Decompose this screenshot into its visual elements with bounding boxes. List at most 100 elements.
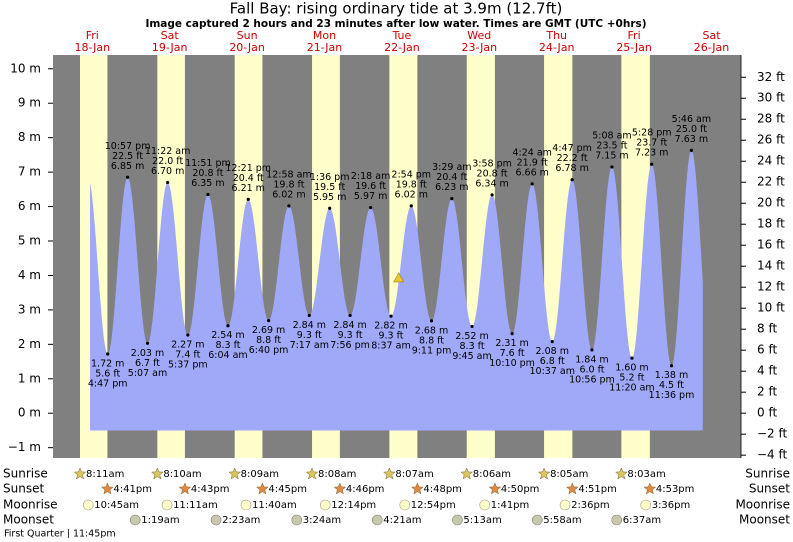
y-tick-label: 5 m: [18, 234, 41, 248]
row-label: Sunrise: [3, 467, 48, 481]
tide-label: 11:22 am: [145, 146, 190, 157]
tide-label: 6:04 am: [208, 350, 247, 361]
tide-label: 8.3 ft: [215, 340, 240, 351]
tide-label: 9.3 ft: [338, 330, 363, 341]
tide-label: 2.08 m: [536, 346, 569, 357]
tide-label: 4.5 ft: [659, 380, 684, 391]
tide-point: [570, 178, 574, 182]
tide-label: 6.23 m: [435, 182, 468, 193]
y2-tick-label: 18 ft: [757, 217, 785, 231]
sunrise-time: 8:11am: [86, 469, 124, 480]
sunset-icon: [256, 482, 269, 495]
chart-title: Fall Bay: rising ordinary tide at 3.9m (…: [230, 0, 563, 18]
tide-label: 6.70 m: [151, 166, 184, 177]
moonset-icon: [531, 514, 543, 526]
sunrise-time: 8:05am: [550, 469, 588, 480]
y2-tick-label: 8 ft: [757, 322, 777, 336]
tide-label: 5:28 pm: [632, 128, 672, 139]
y2-tick-label: 16 ft: [757, 238, 785, 252]
tide-label: 6.21 m: [232, 183, 265, 194]
tide-label: 20.8 ft: [477, 168, 508, 179]
moonrise-icon: [559, 499, 571, 511]
y-tick-label: 1 m: [18, 371, 41, 385]
moonset-time: 5:58am: [543, 515, 581, 526]
day-name: Sat: [161, 29, 180, 42]
day-name: Thu: [545, 29, 567, 42]
tide-label: 6.34 m: [475, 178, 508, 189]
tide-label: 2.54 m: [211, 330, 244, 341]
day-date: 24-Jan: [539, 41, 575, 54]
moonrise-time: 11:40am: [252, 500, 297, 511]
tide-point: [530, 182, 534, 186]
tide-label: 7.4 ft: [175, 350, 200, 361]
tide-label: 4:24 am: [512, 147, 551, 158]
tide-label: 6.7 ft: [135, 358, 160, 369]
tide-label: 2.31 m: [495, 338, 528, 349]
y2-tick-label: 6 ft: [757, 343, 777, 357]
sunrise-time: 8:08am: [318, 469, 356, 480]
sunrise-icon: [228, 467, 242, 480]
tide-label: 11:20 am: [609, 383, 654, 394]
tide-label: 10:56 pm: [569, 374, 615, 385]
y-tick-label: 8 m: [18, 130, 41, 144]
tide-label: 2.84 m: [293, 320, 326, 331]
tide-point: [369, 205, 373, 210]
tide-point: [166, 180, 170, 185]
tide-label: 6:40 pm: [249, 345, 289, 356]
tide-area: [90, 150, 703, 431]
sunrise-icon: [615, 467, 628, 480]
moonset-icon: [129, 514, 141, 526]
y-tick-label: 6 m: [18, 199, 41, 213]
y-tick-label: 4 m: [18, 268, 41, 282]
sunrise-icon: [150, 467, 164, 480]
tide-point: [429, 319, 434, 323]
tide-label: 7:17 am: [290, 340, 329, 351]
row-label: Moonrise: [3, 498, 58, 512]
day-date: 26-Jan: [694, 41, 730, 54]
tide-label: 1.60 m: [615, 363, 648, 374]
y2-tick-label: 10 ft: [757, 301, 785, 315]
y2-tick-label: 30 ft: [757, 91, 785, 105]
tide-label: 19.8 ft: [396, 179, 427, 190]
tide-label: 9:45 am: [452, 351, 491, 362]
tide-label: 5:08 am: [592, 130, 631, 141]
sunrise-icon: [73, 467, 87, 480]
moonrise-time: 12:14pm: [331, 500, 376, 511]
tide-label: 6.85 m: [111, 161, 144, 172]
sunrise-time: 8:06am: [473, 469, 511, 480]
tide-label: 4:47 pm: [552, 143, 592, 154]
y2-tick-label: 32 ft: [757, 70, 785, 84]
tide-label: 3:58 pm: [472, 158, 512, 169]
sunset-icon: [411, 482, 424, 495]
row-label: Sunset: [3, 482, 44, 496]
tide-label: 5:37 pm: [168, 360, 208, 371]
tide-label: 6.02 m: [395, 189, 428, 200]
tide-point: [669, 364, 674, 368]
y2-tick-label: 0 ft: [757, 406, 777, 420]
tide-label: 2.84 m: [333, 320, 366, 331]
tide-label: 10:57 pm: [105, 141, 151, 152]
tide-point: [630, 356, 634, 360]
tide-label: 2.52 m: [455, 331, 488, 342]
tide-point: [689, 148, 693, 153]
moonrise-icon: [82, 499, 94, 511]
day-date: 22-Jan: [384, 41, 420, 54]
moonset-icon: [371, 514, 383, 526]
y-tick-label: 3 m: [18, 302, 41, 316]
tide-label: 5.6 ft: [95, 368, 120, 379]
tide-label: 21.9 ft: [517, 157, 548, 168]
moonrise-time: 2:36pm: [571, 500, 610, 511]
tide-label: 9.3 ft: [378, 331, 403, 342]
sunset-icon: [178, 482, 192, 495]
sunrise-time: 8:07am: [395, 469, 433, 480]
tide-label: 19.6 ft: [355, 181, 386, 192]
moonset-icon: [611, 514, 623, 526]
tide-point: [186, 333, 190, 337]
tide-label: 23.7 ft: [636, 138, 667, 149]
sunset-time: 4:48pm: [423, 484, 462, 495]
tide-point: [490, 193, 494, 197]
tide-label: 22.0 ft: [152, 156, 183, 167]
tide-point: [206, 192, 210, 197]
tide-label: 5.2 ft: [619, 373, 644, 384]
